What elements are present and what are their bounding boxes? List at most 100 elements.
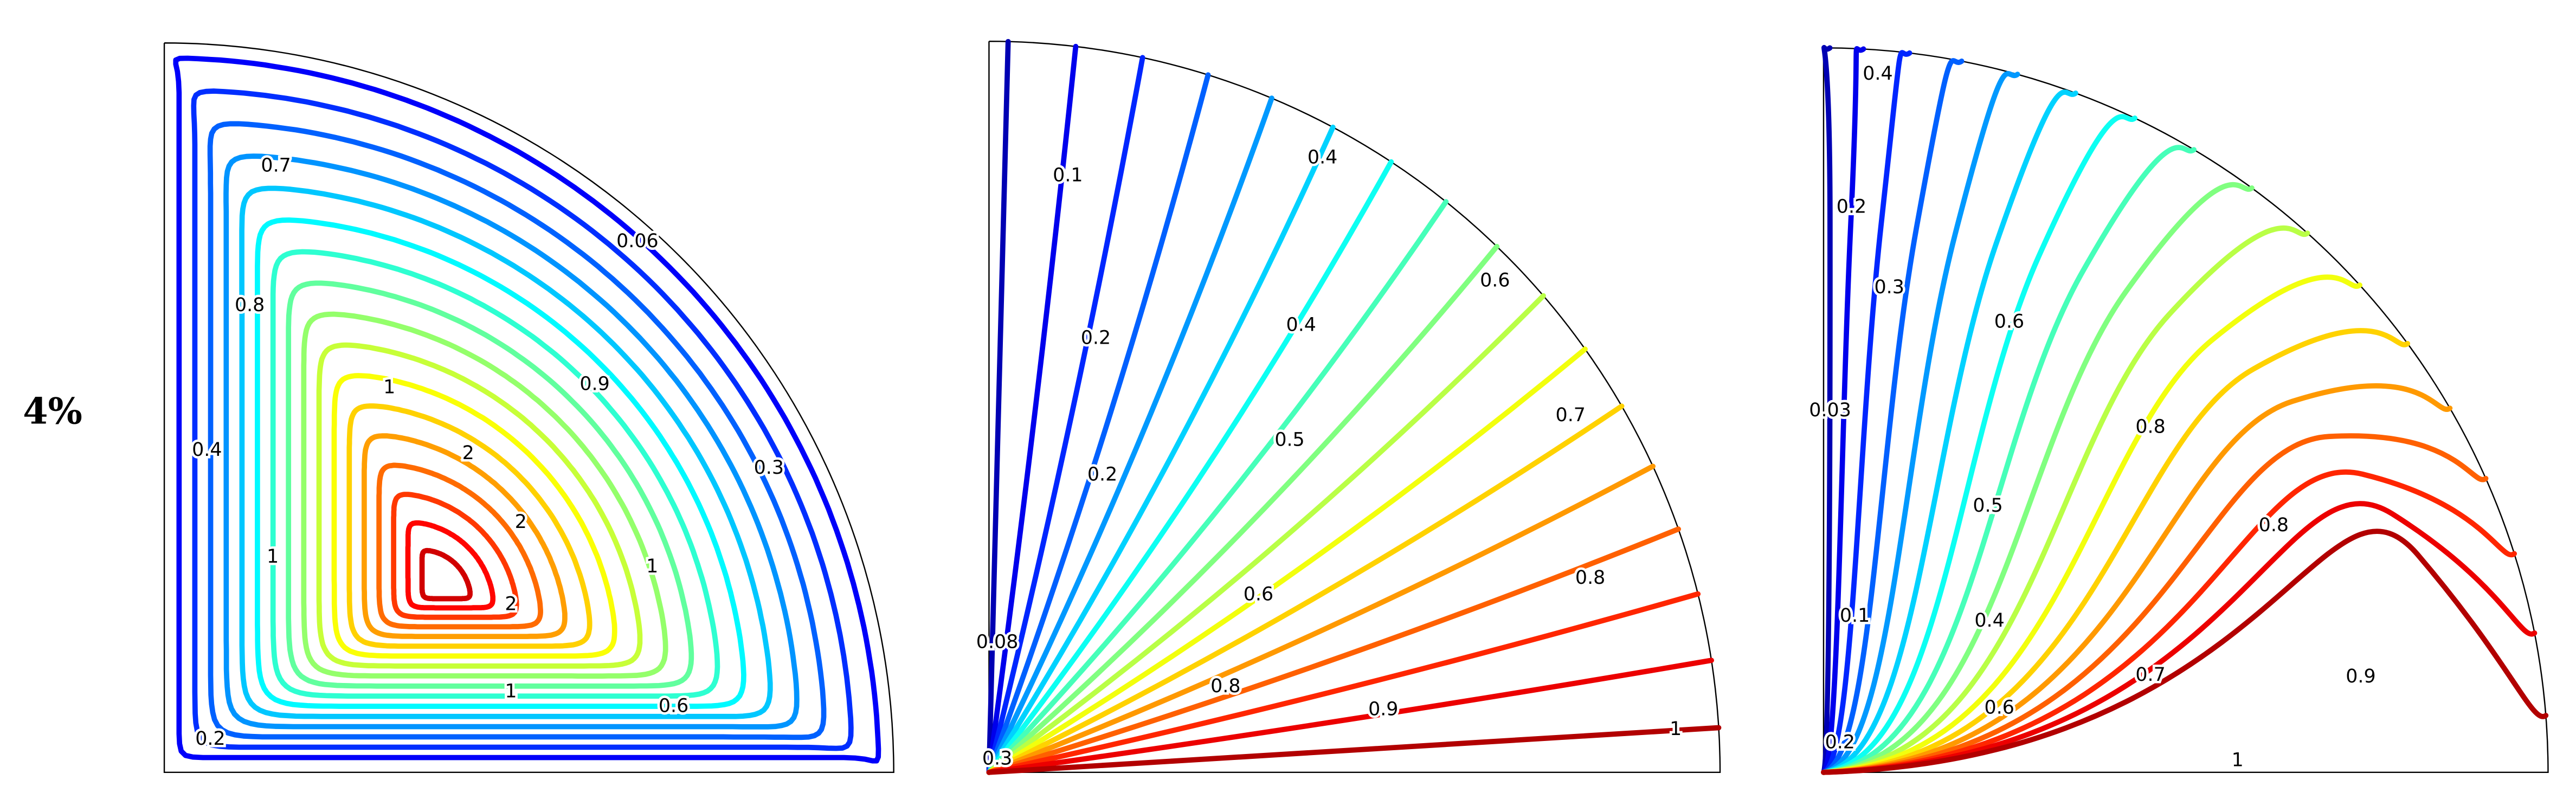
contour-label: 2 [515,511,527,533]
contour-label: 0.6 [1994,311,2024,332]
contour-label: 0.2 [1825,731,1855,753]
contour-line [1821,529,2549,775]
contour-line [331,373,617,659]
contour-line [986,403,1625,775]
contour-line [986,658,1714,775]
contour-label: 0.8 [1575,567,1605,589]
contour-label: 0.3 [754,457,784,479]
contour-label: 0.2 [1087,463,1117,485]
contour-line [223,153,800,730]
contour-line [173,55,881,764]
contour-line [1821,145,2197,775]
contour-line [986,199,1449,775]
contour-line [986,526,1682,775]
contour-label: 0.2 [1837,196,1866,217]
contour-line [391,492,519,620]
contour-line [376,462,543,630]
contour-line [362,433,568,640]
contour-line [405,520,496,611]
row-label: 4% [23,390,82,433]
contour-line [207,121,827,740]
contour-line [986,124,1336,775]
contour-label: 0.3 [1874,276,1904,298]
contour-label: 0.6 [1985,697,2014,719]
contour-line [1821,71,2020,775]
contour-label: 0.8 [2135,416,2165,437]
contour-label: 0.6 [659,695,688,717]
contour-label: 0.9 [579,373,609,395]
contour-label: 0.3 [982,748,1012,770]
contour-label: 2 [505,594,517,615]
contour-line [1821,114,2138,775]
contour-label: 0.1 [1840,605,1870,627]
contour-label: 0.03 [1809,399,1851,421]
contour-label: 0.1 [1053,165,1083,186]
panel-frame [163,42,894,774]
contour-line [986,591,1701,775]
contour-label: 0.9 [2346,666,2375,687]
contour-labels: 0.7 0.06 0.8 1 0.9 2 0.4 0.3 2 1 1 2 1 0.6 0.2 0.1 0.4 0.… [190,60,2379,774]
contour-label: 0.4 [1863,63,1892,85]
contour-line [1821,89,2078,775]
contour-line [1821,58,1965,775]
contour-lines [173,38,2549,775]
panel-frame [988,40,1721,774]
contour-label: 0.2 [1081,327,1111,349]
contour-label: 0.8 [1210,675,1240,697]
contour-line [1821,433,2489,775]
contour-line [986,55,1145,775]
contour-label: 1 [505,680,517,702]
contour-line [1821,182,2255,775]
contour-line [191,88,854,751]
contour-label: 1 [383,377,395,398]
contour-label: 0.4 [192,439,222,461]
contour-label: 0.2 [195,728,225,750]
contour-label: 0.7 [2135,664,2165,686]
contour-label: 1 [1670,718,1682,740]
contour-label: 0.7 [261,155,291,177]
contour-line [1821,274,2362,775]
contour-label: 0.8 [2259,514,2289,536]
contour-line [1821,45,1833,775]
contour-line [255,217,746,709]
contour-line [346,403,593,649]
contour-line [986,38,1011,775]
contour-label: 2 [462,442,474,464]
contour-line [986,243,1500,775]
contour-line [1821,225,2310,775]
contour-label: 0.4 [1974,610,2004,631]
contour-line [1821,328,2411,775]
contour-label: 1 [2232,750,2244,771]
contour-label: 1 [267,546,279,568]
contour-line [986,346,1588,775]
contour-line [301,311,668,679]
contour-label: 0.8 [235,294,265,316]
contour-label: 0.5 [1274,429,1304,451]
contour-line [986,95,1274,775]
contour-label: 0.9 [1368,699,1398,720]
contour-line [286,280,694,689]
frames [163,40,2549,774]
contour-line [986,43,1079,775]
contour-line [239,185,773,719]
contour-label: 0.5 [1973,495,2002,517]
contour-label: 0.4 [1286,314,1316,336]
contour-line [1821,469,2517,775]
contour-label: 0.4 [1308,146,1337,168]
contour-line [986,72,1211,775]
contour-label: 0.6 [1244,584,1273,605]
contour-line [986,463,1656,775]
contour-line [1821,383,2453,775]
panel-frame [1822,47,2549,774]
contour-label: 0.7 [1556,404,1586,426]
contour-line [419,547,473,602]
contour-label: 0.08 [976,631,1019,653]
contour-line [1821,501,2538,775]
contour-label: 0.6 [1480,270,1510,292]
contour-label: 0.06 [616,230,659,252]
contour-label: 1 [646,556,658,577]
contour-line [1821,50,1912,775]
contour-line [270,249,720,699]
contour-line [1821,46,1866,775]
